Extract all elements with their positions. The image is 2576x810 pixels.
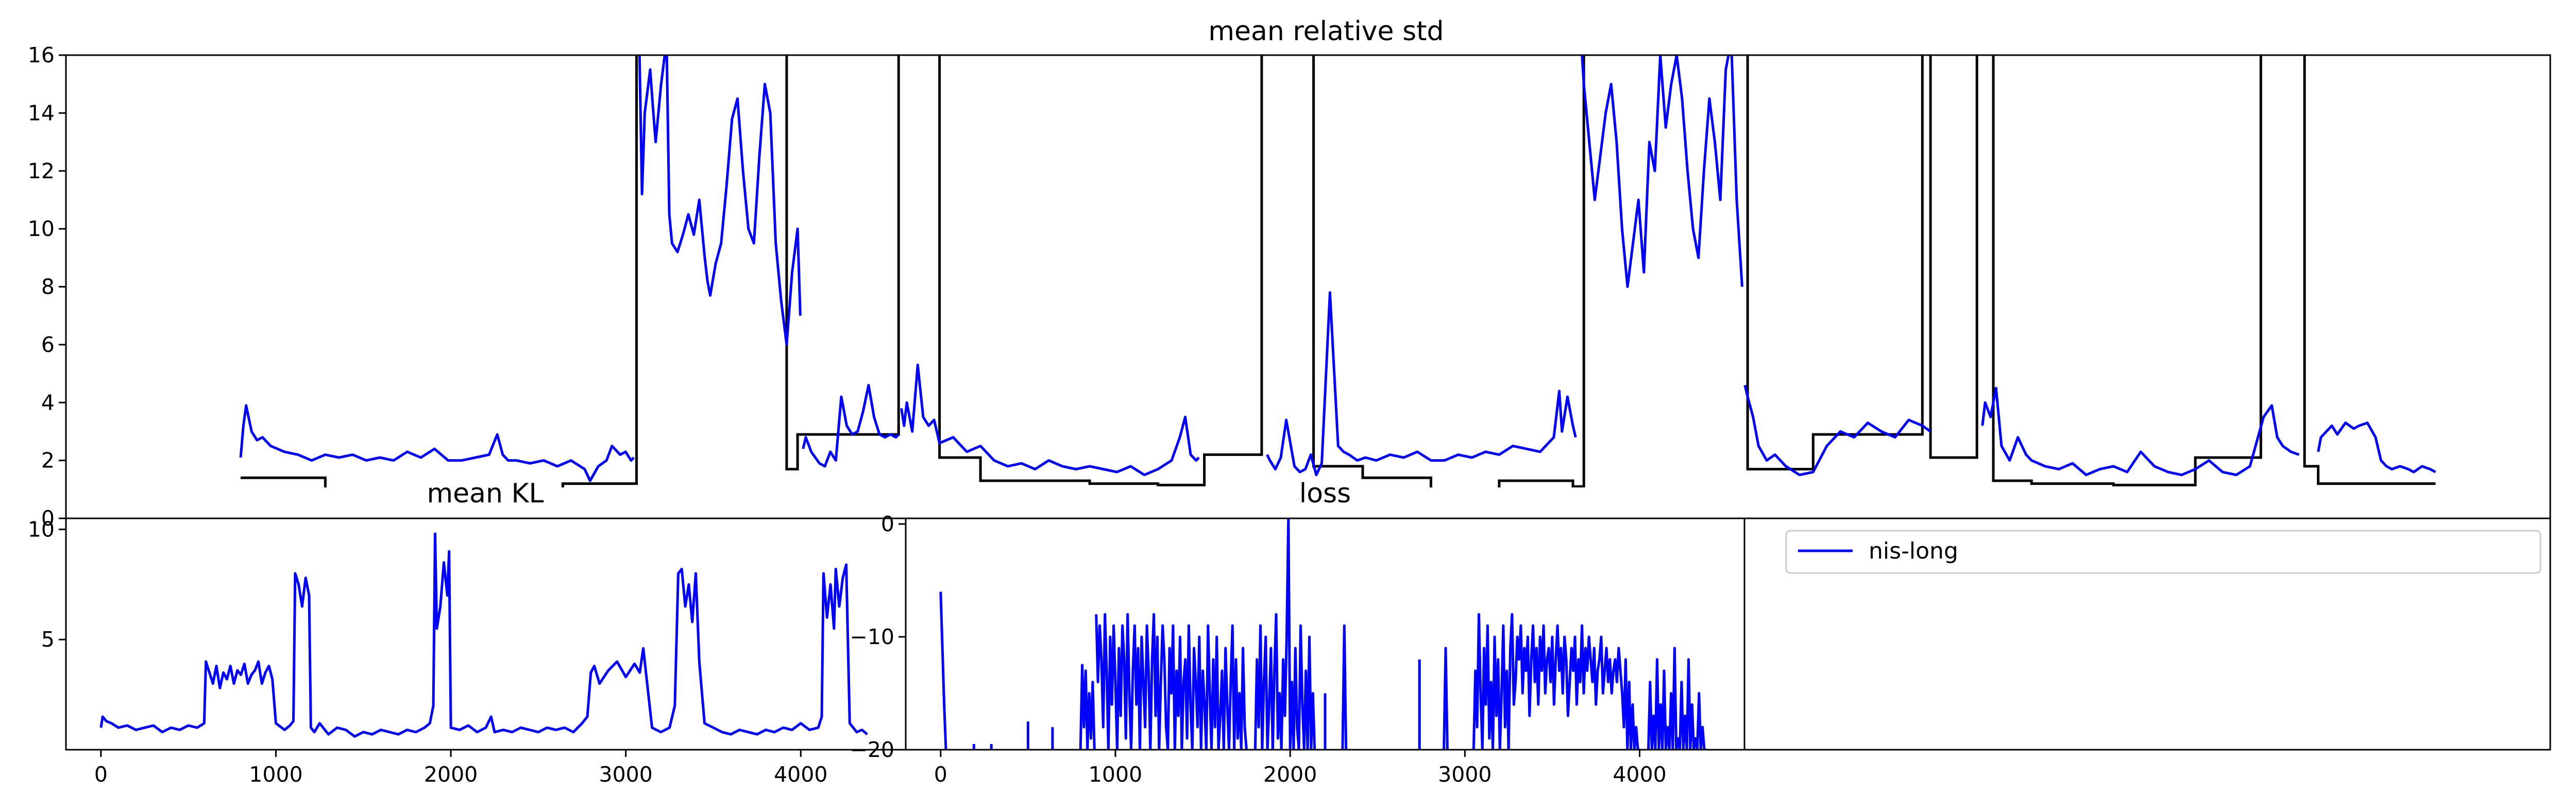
- loss-ytick-label: 0: [881, 512, 894, 536]
- loss-series-line: [1341, 624, 1348, 750]
- kl-ytick-label: 10: [28, 517, 55, 542]
- loss-ytick-label: −10: [850, 625, 894, 649]
- kl-xtick-label: 1000: [249, 762, 302, 787]
- top-step-line: [241, 55, 2436, 487]
- top-y-axis-ticks: 0 2 4 6 8 10 12 14 16: [28, 43, 66, 531]
- top-series-line: [2317, 421, 2436, 474]
- top-ytick-label: 10: [28, 216, 55, 241]
- top-series-line: [638, 55, 802, 346]
- legend-panel: nis-long: [1743, 517, 2551, 751]
- top-ytick-label: 16: [28, 43, 55, 68]
- loss-series-line: [1443, 647, 1449, 750]
- top-plot-area: [239, 55, 2436, 487]
- top-ytick-label: 4: [41, 390, 55, 415]
- top-ytick-label: 0: [41, 506, 55, 531]
- top-ytick-label: 14: [28, 100, 55, 125]
- top-series-line: [1266, 291, 1577, 477]
- top-series-line: [1743, 384, 1931, 477]
- loss-series-line: [1472, 613, 1640, 750]
- kl-ytick-label: 5: [41, 627, 55, 652]
- loss-series-line: [1095, 613, 1248, 750]
- kl-axes-frame: [65, 517, 907, 751]
- kl-xtick-label: 0: [94, 762, 108, 787]
- kl-y-axis-ticks: 5 10: [28, 517, 66, 652]
- top-chart: mean relative std 0 2 4 6 8 10 12 14 16: [28, 16, 2551, 531]
- loss-xtick-label: 3000: [1438, 762, 1492, 787]
- loss-y-axis-ticks: 0 −10 −20: [850, 512, 906, 762]
- loss-plot-area: [939, 518, 1706, 750]
- loss-series-line: [1079, 664, 1096, 750]
- loss-series-line: [939, 592, 947, 750]
- legend-box: [1785, 530, 2541, 574]
- kl-chart-title: mean KL: [427, 478, 544, 509]
- top-axes-frame: [65, 54, 2551, 519]
- loss-chart: loss 0 −10 −20 0 1000 2000 3000 4000: [850, 478, 1745, 787]
- loss-xtick-label: 2000: [1263, 762, 1317, 787]
- loss-series-line: [1253, 518, 1316, 750]
- top-series-line: [1981, 386, 2300, 477]
- legend-label-nis-long: nis-long: [1869, 538, 1958, 564]
- loss-ytick-label: −20: [850, 737, 894, 762]
- loss-chart-title: loss: [1299, 478, 1351, 509]
- kl-plot-area: [99, 532, 868, 738]
- kl-chart: mean KL 5 10 0 1000 2000 3000 4000: [28, 478, 907, 787]
- legend: nis-long: [1785, 530, 2541, 574]
- legend-axes-frame: [1743, 517, 2551, 751]
- top-ytick-label: 8: [41, 275, 55, 299]
- loss-xtick-label: 4000: [1613, 762, 1666, 787]
- top-series-line: [239, 404, 635, 482]
- kl-xtick-label: 4000: [774, 762, 827, 787]
- top-chart-title: mean relative std: [1208, 16, 1444, 47]
- top-series-line: [900, 363, 1200, 477]
- kl-series-line: [99, 532, 868, 738]
- loss-xtick-label: 1000: [1089, 762, 1142, 787]
- loss-x-axis-ticks: 0 1000 2000 3000 4000: [934, 750, 1667, 787]
- top-ytick-label: 2: [41, 448, 55, 473]
- kl-xtick-label: 2000: [424, 762, 478, 787]
- loss-xtick-label: 0: [934, 762, 947, 787]
- top-series-line: [802, 384, 900, 468]
- kl-xtick-label: 3000: [599, 762, 652, 787]
- top-series-line: [1581, 55, 1743, 288]
- loss-series-line: [1647, 647, 1706, 750]
- top-ytick-label: 12: [28, 159, 55, 183]
- kl-x-axis-ticks: 0 1000 2000 3000 4000: [94, 750, 827, 787]
- top-ytick-label: 6: [41, 332, 55, 357]
